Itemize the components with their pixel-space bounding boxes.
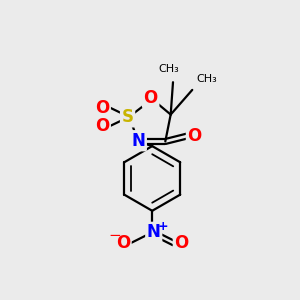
Text: +: +: [158, 220, 168, 233]
Text: CH₃: CH₃: [196, 74, 217, 84]
Text: O: O: [116, 234, 130, 252]
Text: −: −: [109, 228, 122, 243]
Text: O: O: [188, 127, 202, 145]
Text: O: O: [95, 117, 109, 135]
Text: O: O: [143, 88, 158, 106]
Text: CH₃: CH₃: [159, 64, 179, 74]
Text: S: S: [122, 108, 134, 126]
Text: N: N: [147, 223, 161, 241]
Text: O: O: [95, 99, 109, 117]
Text: N: N: [131, 132, 145, 150]
Text: O: O: [174, 234, 189, 252]
